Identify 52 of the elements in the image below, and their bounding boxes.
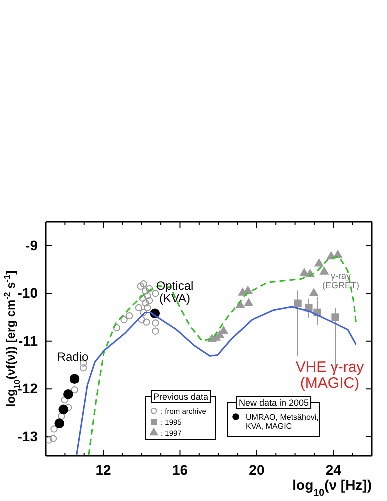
x-tick-label: 24	[326, 462, 342, 478]
point	[146, 297, 154, 304]
point	[309, 288, 319, 296]
point	[50, 435, 58, 442]
point	[126, 312, 134, 320]
point	[70, 374, 80, 384]
point	[46, 436, 53, 444]
point	[137, 282, 145, 290]
point	[113, 324, 121, 332]
point	[65, 404, 72, 412]
annotation: Optical (KVA)	[156, 279, 194, 306]
point	[71, 386, 78, 394]
annotation: VHE γ-ray (MAGIC)	[296, 359, 365, 392]
point	[50, 426, 58, 433]
point	[294, 300, 302, 308]
point	[64, 390, 74, 400]
point	[135, 304, 143, 312]
point	[140, 280, 148, 288]
legend-label: UMRAO, Metsähovi, KVA, MAGIC	[246, 413, 319, 431]
point	[138, 316, 146, 324]
annotation: New data in 2005	[238, 398, 310, 408]
point	[58, 412, 66, 420]
y-tick-label: -9	[26, 237, 38, 254]
point	[140, 309, 148, 316]
point	[54, 418, 64, 428]
point	[143, 318, 150, 326]
point	[144, 304, 152, 312]
point	[58, 404, 69, 415]
x-tick-label: 12	[96, 462, 112, 478]
point	[244, 298, 254, 306]
point	[142, 288, 150, 295]
point	[139, 294, 146, 302]
point	[314, 258, 324, 267]
y-tick-label: -10	[18, 285, 38, 302]
point	[152, 320, 160, 327]
x-axis-title: log$_{10}$(ν [Hz])	[292, 477, 372, 498]
annotation: γ-ray (EGRET)	[322, 271, 360, 290]
point	[332, 314, 340, 322]
point	[144, 292, 152, 300]
y-tick-label: -13	[18, 428, 38, 444]
y-tick-label: -11	[18, 332, 38, 349]
point	[146, 285, 154, 292]
annotation: Radio	[57, 350, 89, 364]
point	[120, 316, 128, 324]
point	[61, 396, 68, 404]
x-tick-label: 20	[249, 462, 265, 478]
point	[142, 300, 150, 307]
legend-title: Previous data	[153, 392, 209, 402]
point	[80, 364, 88, 372]
point	[152, 328, 160, 335]
x-tick-label: 16	[172, 462, 188, 478]
point	[320, 266, 330, 275]
